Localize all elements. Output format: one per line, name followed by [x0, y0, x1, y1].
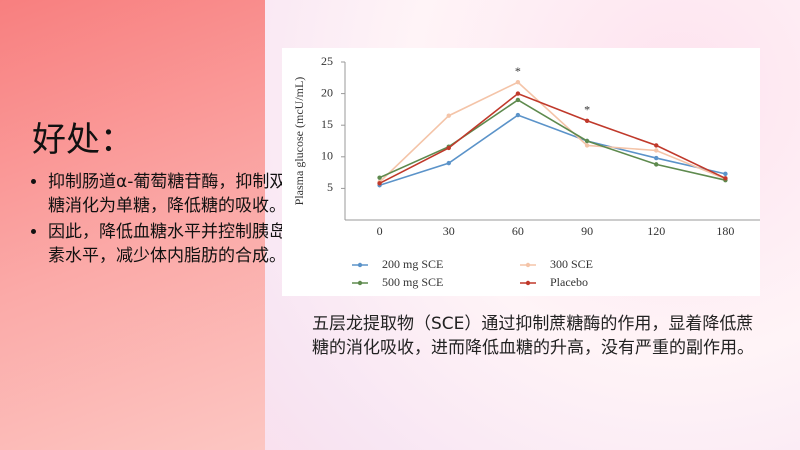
data-point: [654, 155, 659, 161]
legend-marker: [357, 262, 363, 268]
y-tick-label: 10: [321, 149, 333, 163]
y-tick-label: 20: [321, 85, 333, 99]
y-axis-label: Plasma glucose (mcU/mL): [292, 77, 306, 206]
y-tick-label: 5: [327, 180, 333, 194]
x-tick-label: 60: [512, 224, 524, 238]
data-point: [584, 118, 590, 123]
chart-background: [282, 48, 760, 296]
bullet: 抑制肠道α-葡萄糖苷酶，抑制双糖消化为单糖，降低糖的吸收。: [48, 170, 288, 218]
data-point: [654, 143, 659, 148]
legend-label: 300 SCE: [550, 257, 593, 271]
caption: 五层龙提取物（SCE）通过抑制蔗糖酶的作用，显着降低蔗糖的消化吸收，进而降低血糖…: [312, 314, 754, 358]
data-point: [446, 113, 451, 118]
data-point: [515, 97, 521, 103]
data-point: [584, 143, 590, 148]
x-tick-label: 90: [581, 224, 593, 238]
data-point: [723, 176, 728, 181]
left-panel: [0, 0, 265, 450]
series-line: [379, 114, 726, 187]
data-point: [515, 91, 521, 96]
x-tick-label: 30: [443, 224, 455, 238]
x-tick-label: 180: [716, 224, 734, 238]
bullet-list: 抑制肠道α-葡萄糖苷酶，抑制双糖消化为单糖，降低糖的吸收。 因此，降低血糖水平并…: [10, 170, 288, 270]
legend-marker: [357, 280, 363, 286]
data-point: [377, 175, 382, 180]
data-point: [584, 138, 590, 144]
legend-marker: [525, 280, 531, 286]
legend-label: Placebo: [550, 275, 588, 289]
series-line: [379, 98, 726, 181]
annotation: *: [515, 64, 521, 78]
legend-label: 500 mg SCE: [382, 275, 443, 289]
series-line: [379, 92, 726, 185]
series-line: [379, 81, 726, 183]
x-tick-label: 120: [647, 224, 665, 238]
data-point: [446, 145, 451, 151]
data-point: [446, 160, 451, 166]
x-tick-label: 0: [377, 224, 383, 238]
data-point: [515, 80, 521, 85]
y-tick-label: 25: [321, 54, 333, 68]
data-point: [654, 148, 659, 153]
data-point: [723, 171, 728, 177]
legend-marker: [525, 262, 531, 268]
data-point: [515, 112, 521, 118]
y-tick-label: 15: [321, 117, 333, 131]
legend-label: 200 mg SCE: [382, 257, 443, 271]
data-point: [377, 181, 382, 186]
slide-title: 好处：: [32, 120, 134, 160]
annotation: *: [584, 103, 590, 117]
data-point: [654, 162, 659, 167]
bullet: 因此，降低血糖水平并控制胰岛素水平，减少体内脂肪的合成。: [48, 220, 288, 268]
